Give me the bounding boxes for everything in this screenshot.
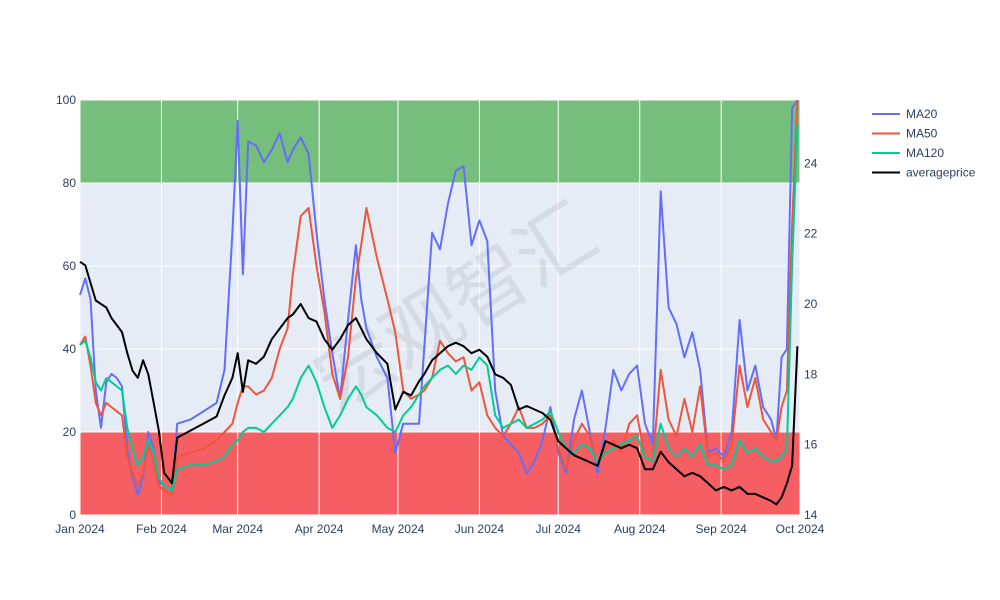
y-left-tick-label: 0 <box>69 508 76 522</box>
y-left-tick-label: 40 <box>63 342 77 356</box>
y-right-tick-label: 18 <box>804 367 818 381</box>
legend-label: MA20 <box>906 107 938 121</box>
x-tick-label: Feb 2024 <box>136 522 187 536</box>
y-right-tick-label: 20 <box>804 297 818 311</box>
series-line-MA120 <box>79 124 799 492</box>
legend-item-MA120[interactable]: MA120 <box>872 146 944 160</box>
x-tick-label: Jan 2024 <box>55 522 105 536</box>
legend-item-averageprice[interactable]: averageprice <box>872 166 976 180</box>
legend-label: MA120 <box>906 146 944 160</box>
y-right-tick-label: 22 <box>804 227 818 241</box>
legend-label: averageprice <box>906 166 976 180</box>
y-axis-right: 14 16 18 20 22 24 <box>804 156 818 522</box>
x-tick-label: Sep 2024 <box>695 522 747 536</box>
series-line-averageprice <box>79 260 799 506</box>
x-tick-label: Aug 2024 <box>614 522 666 536</box>
x-tick-label: Jul 2024 <box>536 522 582 536</box>
y-right-tick-label: 14 <box>804 508 818 522</box>
y-right-tick-label: 16 <box>804 438 818 452</box>
y-axis-left: 0 20 40 60 80 100 <box>56 93 76 522</box>
x-tick-label: Apr 2024 <box>295 522 344 536</box>
band-0 <box>80 100 800 183</box>
x-axis: Jan 2024 Feb 2024 Mar 2024 Apr 2024 May 2024… <box>55 522 824 536</box>
y-left-tick-label: 80 <box>63 176 77 190</box>
x-tick-label: May 2024 <box>372 522 425 536</box>
legend[interactable]: MA20 MA50 MA120 averageprice <box>872 107 976 180</box>
x-tick-label: Jun 2024 <box>455 522 505 536</box>
legend-item-MA50[interactable]: MA50 <box>872 127 938 141</box>
x-tick-label: Oct 2024 <box>776 522 825 536</box>
series-lines <box>79 99 799 506</box>
legend-item-MA20[interactable]: MA20 <box>872 107 938 121</box>
y-left-tick-label: 100 <box>56 93 76 107</box>
y-left-tick-label: 60 <box>63 259 77 273</box>
y-right-tick-label: 24 <box>804 156 818 170</box>
y-left-tick-label: 20 <box>63 425 77 439</box>
series-line-MA50 <box>79 99 799 496</box>
x-tick-label: Mar 2024 <box>212 522 263 536</box>
legend-label: MA50 <box>906 127 938 141</box>
